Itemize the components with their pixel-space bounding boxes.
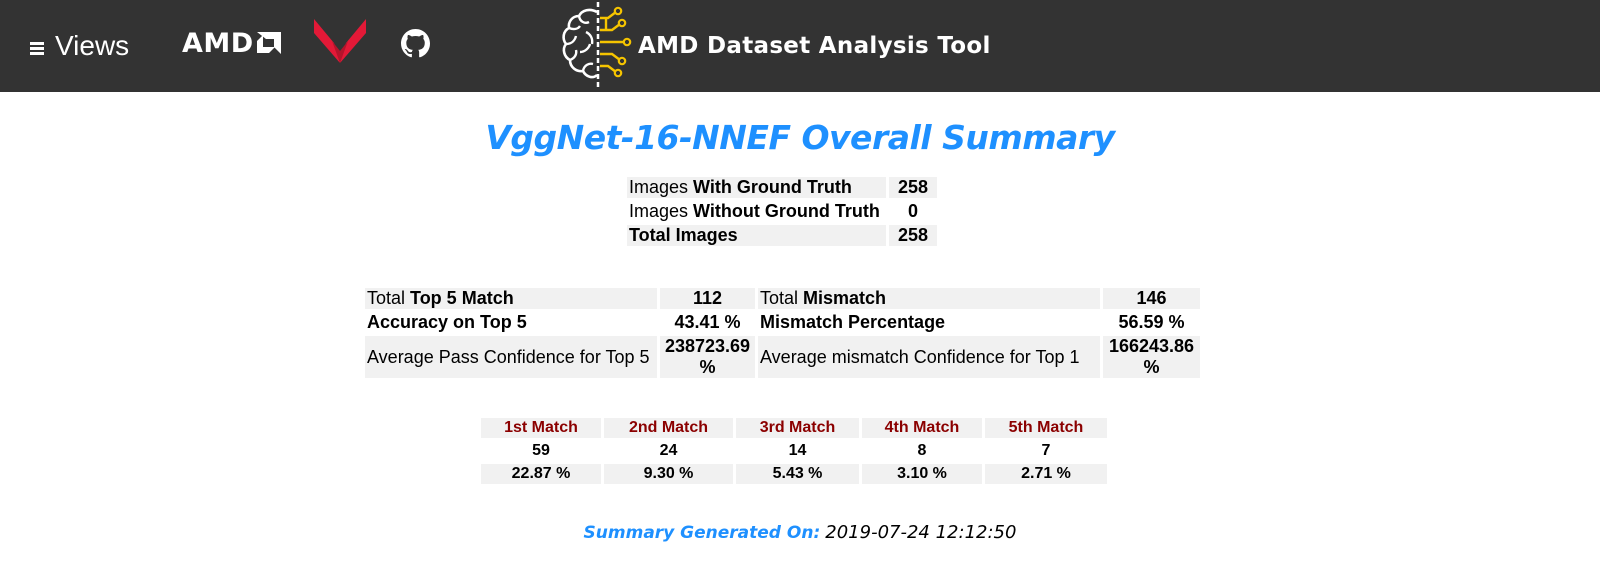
table-cell-value: 238723.69 % (660, 336, 755, 378)
top5-match-breakdown-table: 1st Match 2nd Match 3rd Match 4th Match … (478, 415, 1110, 487)
column-header: 3rd Match (736, 418, 859, 438)
table-cell-value: 258 (889, 225, 937, 246)
views-label: Views (55, 30, 130, 61)
label-bold: Accuracy on Top 5 (367, 312, 527, 332)
table-cell-label: Images Without Ground Truth (627, 201, 886, 222)
label-bold: Top 5 Match (410, 288, 514, 308)
label-bold: Mismatch Percentage (760, 312, 946, 332)
table-cell-value: 146 (1103, 288, 1200, 309)
label-prefix: Images (629, 201, 694, 221)
table-cell-label: Accuracy on Top 5 (365, 312, 657, 333)
match-count-cell: 8 (917, 442, 927, 459)
page-title: VggNet-16-NNEF Overall Summary (485, 118, 1115, 157)
label-bold: With Ground Truth (693, 177, 852, 197)
top-navigation-bar: Views AMD (0, 0, 1600, 92)
generated-on-label: Summary Generated On: (583, 523, 821, 543)
app-title: AMD Dataset Analysis Tool (638, 33, 991, 59)
match-percentage-cell: 3.10 % (862, 464, 982, 484)
match-percentage-cell: 9.30 % (604, 464, 733, 484)
label-prefix: Total (760, 288, 804, 308)
match-count-cell: 7 (1041, 442, 1051, 459)
label-bold: Total Images (629, 225, 738, 245)
table-cell-value: 43.41 % (674, 312, 741, 332)
table-cell-value: 258 (889, 177, 937, 198)
table-row: Average Pass Confidence for Top 5 238723… (365, 336, 1200, 378)
label-prefix: Total (367, 288, 411, 308)
column-header: 5th Match (985, 418, 1107, 438)
table-row: Total Images 258 (627, 225, 937, 246)
table-row: 22.87 % 9.30 % 5.43 % 3.10 % 2.71 % (481, 464, 1107, 484)
amd-logo-text: AMD (182, 27, 254, 59)
table-cell-value: 166243.86 % (1103, 336, 1200, 378)
amd-logo[interactable]: AMD (182, 27, 281, 59)
table-cell-label: Total Top 5 Match (365, 288, 657, 309)
match-percentage-cell: 5.43 % (736, 464, 859, 484)
column-header: 2nd Match (604, 418, 733, 438)
table-cell-label: Total Images (627, 225, 886, 246)
table-header-row: 1st Match 2nd Match 3rd Match 4th Match … (481, 418, 1107, 438)
brain-circuit-icon (562, 2, 632, 90)
label-bold: Mismatch (803, 288, 887, 308)
column-header: 4th Match (862, 418, 982, 438)
table-cell-value: 112 (660, 288, 755, 309)
generated-on-timestamp: 2019-07-24 12:12:50 (825, 522, 1017, 543)
match-count-cell: 24 (659, 442, 678, 459)
label-bold: Without Ground Truth (693, 201, 880, 221)
images-summary-table: Images With Ground Truth 258 Images With… (624, 174, 940, 249)
github-icon[interactable] (401, 29, 430, 58)
label-prefix: Average Pass Confidence for Top 5 (367, 346, 650, 367)
app-brand: AMD Dataset Analysis Tool (560, 0, 991, 92)
amd-arrow-icon (256, 32, 281, 54)
label-prefix: Average mismatch Confidence for Top 1 (760, 346, 1080, 367)
table-row: 59 24 14 8 7 (481, 441, 1107, 461)
table-row: Total Top 5 Match 112 Total Mismatch 146 (365, 288, 1200, 309)
table-row: Accuracy on Top 5 43.41 % Mismatch Perce… (365, 312, 1200, 333)
table-cell-value: 0 (907, 201, 918, 221)
column-header: 1st Match (481, 418, 601, 438)
summary-generated-line: Summary Generated On: 2019-07-24 12:12:5… (0, 522, 1600, 543)
table-row: Images With Ground Truth 258 (627, 177, 937, 198)
label-prefix: Images (629, 177, 694, 197)
match-percentage-cell: 2.71 % (985, 464, 1107, 484)
table-cell-label: Total Mismatch (758, 288, 1100, 309)
match-percentage-cell: 22.87 % (481, 464, 601, 484)
table-cell-label: Average mismatch Confidence for Top 1 (758, 336, 1100, 378)
table-cell-label: Mismatch Percentage (758, 312, 1100, 333)
table-row: Images Without Ground Truth 0 (627, 201, 937, 222)
table-cell-value: 56.59 % (1118, 312, 1185, 332)
ryzen-logo[interactable] (314, 19, 366, 63)
table-cell-label: Average Pass Confidence for Top 5 (365, 336, 657, 378)
match-count-cell: 59 (532, 442, 550, 459)
table-cell-label: Images With Ground Truth (627, 177, 886, 198)
match-count-cell: 14 (788, 442, 807, 459)
match-statistics-table: Total Top 5 Match 112 Total Mismatch 146… (362, 285, 1203, 381)
views-menu-button[interactable]: Views (30, 27, 129, 65)
hamburger-icon (30, 41, 44, 55)
